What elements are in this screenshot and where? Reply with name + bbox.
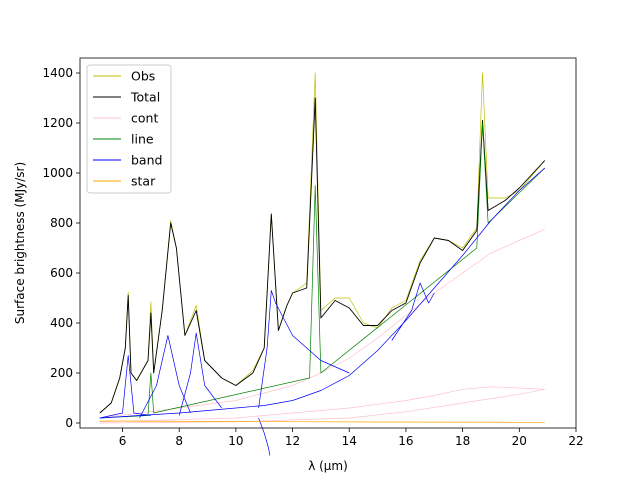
x-axis-label: λ (μm) xyxy=(308,459,348,473)
legend-label-star: star xyxy=(131,174,156,189)
series-line-cont-2 xyxy=(99,228,545,419)
legend-label-total: Total xyxy=(130,90,160,105)
series-line-band-6 xyxy=(99,167,546,419)
y-tick-label: 1200 xyxy=(42,116,73,130)
series-line-line-5 xyxy=(99,122,546,419)
legend-label-line: line xyxy=(131,132,154,147)
y-axis-label: Surface brightness (MJy/sr) xyxy=(13,162,27,324)
y-tick-label: 400 xyxy=(50,316,73,330)
y-tick-label: 800 xyxy=(50,216,73,230)
x-tick-label: 20 xyxy=(512,434,527,448)
y-tick-label: 200 xyxy=(50,366,73,380)
y-tick-label: 1400 xyxy=(42,66,73,80)
x-tick-label: 12 xyxy=(285,434,300,448)
x-tick-label: 6 xyxy=(119,434,127,448)
series-line-band-7 xyxy=(99,355,151,419)
plot-frame xyxy=(79,57,577,429)
series-line-band-11 xyxy=(391,282,435,341)
y-tick-label: 0 xyxy=(65,416,73,430)
x-axis: 6 8 10 12 14 16 18 20 22 xyxy=(119,428,584,448)
series-line-total-1 xyxy=(99,97,546,414)
series-line-band-8 xyxy=(139,335,191,419)
x-tick-label: 18 xyxy=(455,434,470,448)
x-tick-label: 8 xyxy=(175,434,183,448)
x-tick-label: 10 xyxy=(228,434,243,448)
series-line-band-10 xyxy=(258,290,350,409)
series-line-star-13 xyxy=(99,420,545,423)
legend-label-band: band xyxy=(131,153,162,168)
series-layer xyxy=(99,72,546,456)
x-tick-label: 22 xyxy=(568,434,583,448)
x-tick-label: 16 xyxy=(398,434,413,448)
legend-frame xyxy=(86,64,172,194)
series-line-band-12 xyxy=(258,417,271,456)
series-line-cont-3 xyxy=(99,386,545,423)
series-line-band-9 xyxy=(178,332,222,416)
x-tick-label: 14 xyxy=(342,434,357,448)
legend: Obs Total cont line band star xyxy=(86,64,172,194)
y-tick-label: 1000 xyxy=(42,166,73,180)
y-tick-label: 600 xyxy=(50,266,73,280)
y-axis: 0 200 400 600 800 1000 1200 1400 xyxy=(42,66,80,430)
legend-label-obs: Obs xyxy=(131,69,155,84)
legend-label-cont: cont xyxy=(131,111,158,126)
